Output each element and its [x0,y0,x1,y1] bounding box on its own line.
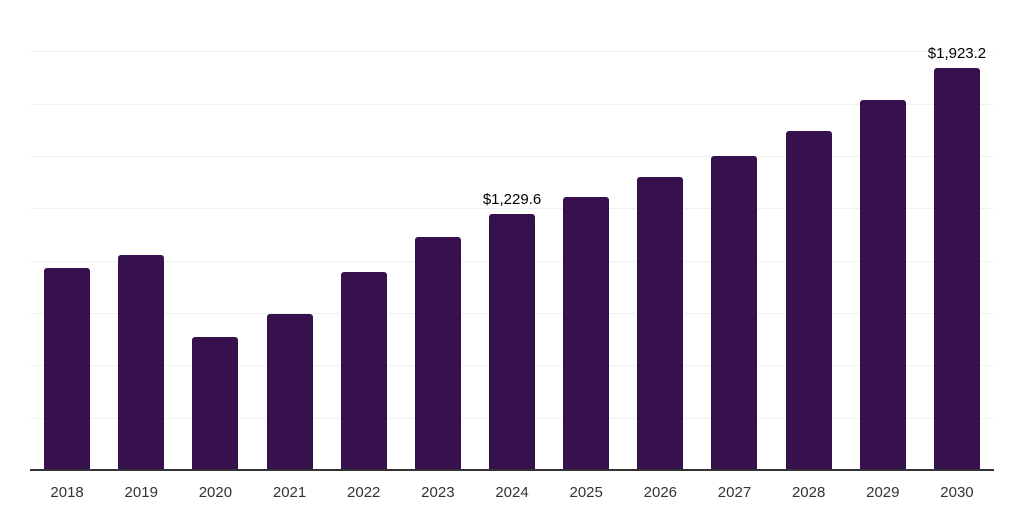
bar-2022[interactable] [340,271,387,471]
bar-slot-2019 [104,0,178,471]
bar-2023[interactable] [414,236,461,471]
bar-2024[interactable] [489,213,536,471]
x-tick-2023: 2023 [421,484,455,501]
bar-2028[interactable] [785,130,832,471]
x-tick-2028: 2028 [791,484,826,501]
x-tick-2027: 2027 [717,484,752,501]
x-tick-2030: 2030 [940,484,974,501]
x-tick-2022: 2022 [347,484,381,501]
data-label-2024: $1,229.6 [482,190,542,208]
gridline-1750 [30,103,994,105]
bar-2018[interactable] [44,267,91,471]
gridline-1250 [30,208,994,210]
x-tick-2021: 2021 [272,484,307,501]
x-tick-2026: 2026 [643,484,678,501]
bar-2029[interactable] [859,100,906,471]
x-tick-2019: 2019 [124,484,158,501]
x-axis-line [30,469,994,471]
bar-slot-2021 [252,0,326,471]
bars-container: $1,229.6 $1,923.2 [30,0,994,471]
plot-area: $1,229.6 $1,923.2 [30,0,994,471]
gridline-1500 [30,156,994,158]
x-tick-2024: 2024 [495,484,529,501]
bar-2026[interactable] [637,177,684,471]
x-tick-2029: 2029 [866,484,900,501]
bar-slot-2018 [30,0,104,471]
bar-slot-2025 [549,0,623,471]
bar-slot-2023 [401,0,475,471]
bar-slot-2020 [178,0,252,471]
x-tick-2020: 2020 [198,484,233,501]
gridline-2000 [30,51,994,53]
bar-slot-2030: $1,923.2 [920,0,994,471]
bar-slot-2028 [772,0,846,471]
bar-slot-2027 [697,0,771,471]
x-tick-2025: 2025 [569,484,603,501]
bar-2030[interactable] [933,68,980,471]
x-tick-2018: 2018 [50,484,84,501]
data-label-2030: $1,923.2 [927,45,987,63]
bar-2019[interactable] [118,255,165,471]
bar-slot-2022 [327,0,401,471]
bar-2027[interactable] [711,155,758,471]
bar-slot-2024: $1,229.6 [475,0,549,471]
bar-2025[interactable] [563,196,610,471]
bar-2021[interactable] [266,313,313,471]
x-axis-labels: 2018 2019 2020 2021 2022 2023 2024 2025 2026 2027… [30,471,994,512]
bar-2020[interactable] [192,337,239,471]
bar-slot-2029 [846,0,920,471]
bar-slot-2026 [623,0,697,471]
